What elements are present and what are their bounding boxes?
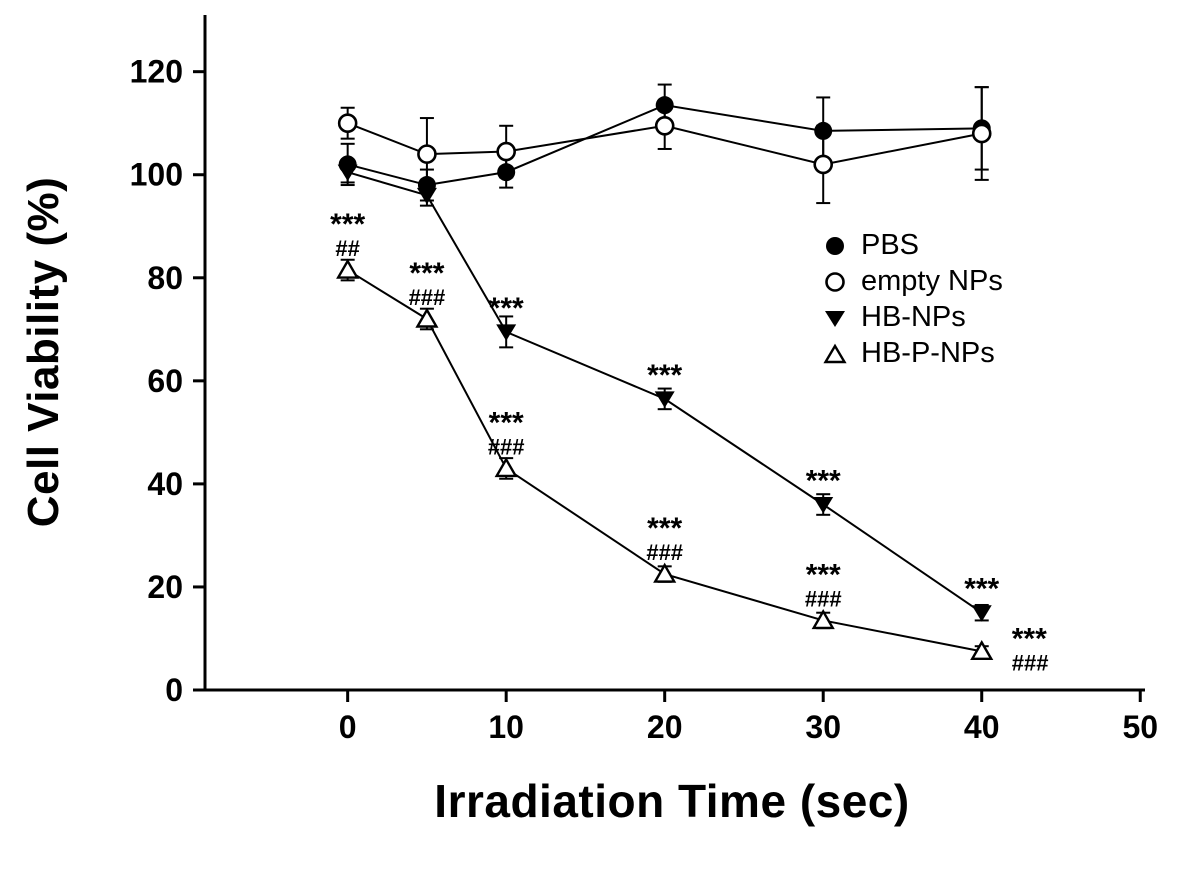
significance-annotation: ### [488, 434, 525, 459]
legend-entry-empty-nps: empty NPs [822, 267, 1003, 296]
filled-circle-marker [497, 163, 516, 182]
significance-annotation: ## [335, 236, 359, 261]
significance-annotation: ### [1012, 650, 1049, 675]
axes [203, 15, 1145, 692]
significance-annotation: *** [489, 406, 524, 439]
filled-triangle-down-marker [337, 164, 358, 182]
open-circle-marker [813, 154, 834, 175]
legend: PBS empty NPs HB-NPs HB-P-NPs [822, 231, 1003, 368]
legend-entry-hb-p-nps: HB-P-NPs [822, 339, 1003, 368]
open-circle-marker [971, 123, 992, 144]
open-triangle-up-marker [653, 562, 677, 583]
significance-annotation: *** [964, 573, 999, 606]
significance-annotation: *** [409, 257, 444, 290]
legend-label: empty NPs [861, 265, 1003, 297]
significance-annotation: *** [647, 512, 682, 545]
significance-annotation: *** [806, 558, 841, 591]
y-tick-label: 100 [130, 157, 183, 193]
filled-circle-marker [655, 96, 674, 115]
y-tick-label: 0 [165, 672, 183, 708]
open-triangle-up-marker [415, 307, 439, 328]
open-circle-icon [825, 271, 845, 292]
significance-annotation: *** [806, 465, 841, 498]
series-line [347, 269, 982, 653]
open-triangle-up-marker [811, 609, 835, 630]
significance-annotation: ### [409, 285, 446, 310]
significance-annotation: *** [330, 208, 365, 241]
series-empty-nps-markers [337, 113, 992, 175]
x-tick-label: 10 [488, 709, 524, 745]
x-tick-label: 0 [339, 709, 357, 745]
y-axis-ticks: 0 20 40 60 80 100 120 [130, 54, 205, 708]
y-tick-label: 60 [147, 363, 183, 399]
x-axis-title: Irradiation Time (sec) [434, 775, 910, 827]
significance-annotation: ### [805, 586, 842, 611]
y-tick-label: 20 [147, 569, 183, 605]
open-triangle-up-marker [970, 639, 994, 661]
filled-triangle-down-marker [654, 391, 675, 408]
open-circle-marker [654, 115, 675, 136]
significance-annotation: *** [489, 292, 524, 325]
filled-circle-marker [814, 121, 833, 140]
y-axis-title: Cell Viability (%) [19, 176, 68, 528]
y-tick-label: 80 [147, 260, 183, 296]
series-hb-p-nps-markers [336, 258, 994, 661]
series-line [347, 171, 983, 614]
open-circle-marker [417, 144, 437, 164]
significance-annotation: *** [1012, 622, 1047, 655]
significance-annotation: *** [647, 359, 682, 392]
open-circle-marker [337, 113, 358, 134]
x-tick-label: 50 [1122, 709, 1158, 745]
series-hb-nps-markers [337, 164, 992, 622]
open-triangle-up-marker [336, 258, 360, 279]
y-tick-label: 40 [147, 466, 183, 502]
open-triangle-up-icon [823, 343, 847, 363]
open-triangle-up-marker [494, 457, 518, 478]
significance-annotations: ***##***### ******###******###******### **… [330, 208, 1048, 675]
x-tick-label: 20 [647, 709, 683, 745]
x-tick-label: 40 [964, 709, 1000, 745]
series-line [347, 122, 982, 166]
legend-label: PBS [861, 229, 920, 261]
y-tick-label: 120 [130, 54, 183, 90]
x-tick-label: 30 [805, 709, 841, 745]
legend-entry-pbs: PBS [822, 231, 1003, 260]
filled-circle-icon [826, 236, 844, 255]
significance-annotation: ### [646, 540, 683, 565]
x-axis-ticks: 0 10 20 30 40 50 [339, 690, 1158, 745]
filled-triangle-down-marker [971, 605, 992, 622]
filled-triangle-down-marker [813, 497, 834, 514]
filled-triangle-down-icon [825, 310, 845, 327]
open-circle-marker [496, 141, 516, 162]
legend-label: HB-NPs [861, 301, 966, 333]
legend-label: HB-P-NPs [861, 337, 995, 369]
filled-triangle-down-marker [496, 324, 517, 341]
legend-entry-hb-nps: HB-NPs [822, 303, 1003, 332]
filled-triangle-down-marker [416, 187, 437, 205]
